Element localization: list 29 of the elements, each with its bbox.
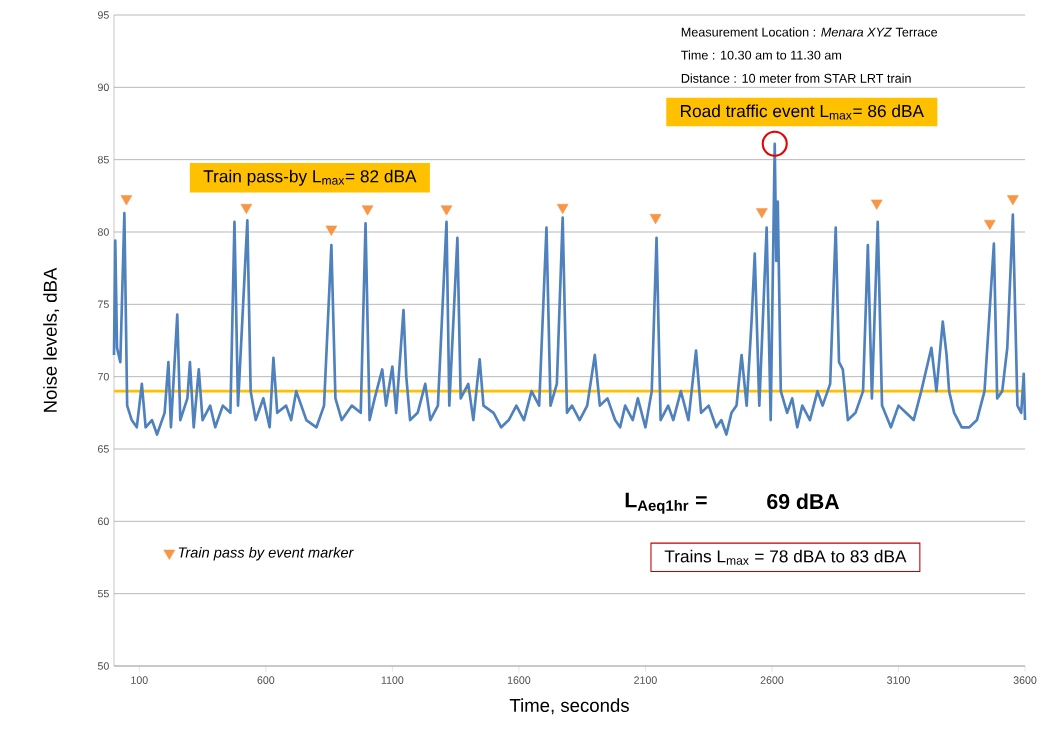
x-tick-label: 2600	[760, 676, 784, 684]
annotation: 69 dBA	[767, 493, 840, 510]
x-tick-label: 100	[131, 676, 148, 684]
y-tick-label: 70	[98, 372, 109, 381]
annotation: Train pass-by L$_{max}$= 82 dBA	[203, 169, 417, 186]
x-tick-label: 1100	[381, 676, 404, 684]
y-tick-label: 55	[97, 589, 109, 598]
x-axis-title: Time, seconds	[509, 698, 629, 715]
y-tick-label: 50	[97, 662, 109, 670]
annotation: Distance : 10 meter from STAR LRT train	[681, 73, 911, 83]
annotation: Time : 10.30 am to 11.30 am	[681, 50, 842, 60]
y-tick-label: 80	[97, 228, 109, 236]
x-tick-label: 1600	[507, 676, 531, 684]
annotation: Measurement Location : Menara XYZ Terrace	[681, 27, 938, 37]
y-tick-label: 85	[97, 155, 109, 164]
x-tick-label: 3100	[887, 676, 910, 684]
x-tick-label: 2100	[634, 676, 657, 684]
legend-label: Train pass by event marker	[178, 546, 354, 561]
y-tick-label: 75	[98, 300, 109, 309]
y-tick-label: 90	[97, 83, 109, 92]
y-axis-title: Noise levels, dBA	[43, 267, 60, 412]
annotation: L$_{Aeq1hr}$ =	[625, 492, 707, 514]
x-tick-label: 600	[257, 676, 275, 684]
y-tick-label: 95	[97, 11, 109, 19]
annotation: Trains L$_{max}$ = 78 dBA to 83 dBA	[664, 549, 907, 565]
x-tick-label: 3600	[1013, 676, 1037, 684]
y-tick-label: 65	[98, 445, 109, 453]
annotation: Road traffic event L$_{max}$= 86 dBA	[681, 104, 924, 120]
y-tick-label: 60	[98, 517, 109, 526]
